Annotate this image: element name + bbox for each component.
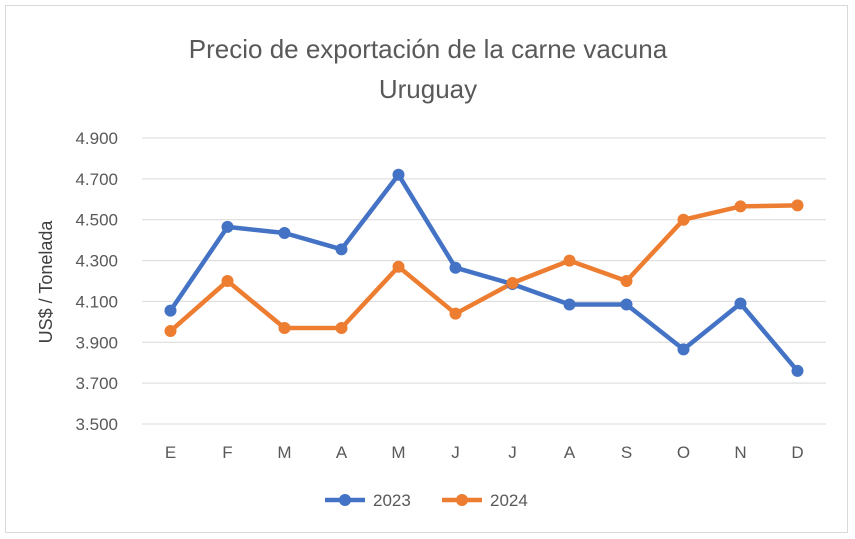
x-tick-label: M (391, 443, 405, 462)
x-tick-label: J (451, 443, 460, 462)
y-tick-label: 4.300 (75, 252, 118, 271)
chart-frame (5, 5, 848, 533)
y-tick-labels: 3.500 3.700 3.900 4.100 4.300 4.500 4.700 4.900 (75, 129, 118, 434)
data-point-2024-M (392, 260, 405, 273)
legend-marker-2023 (339, 494, 351, 506)
data-point-2023-A (335, 243, 348, 256)
y-tick-label: 3.700 (75, 374, 118, 393)
x-tick-label: A (336, 443, 348, 462)
data-point-2023-E (164, 304, 177, 317)
gridlines (142, 137, 826, 425)
data-point-2024-D (791, 199, 804, 212)
data-point-2024-A (335, 321, 348, 334)
data-point-2024-J (506, 277, 519, 290)
x-tick-label: O (677, 443, 690, 462)
data-point-2024-O (677, 213, 690, 226)
data-point-2023-S (620, 298, 633, 311)
series-points (164, 168, 804, 377)
legend-label-2023: 2023 (373, 491, 411, 510)
data-point-2024-F (221, 275, 234, 287)
series-lines (168, 172, 800, 374)
data-point-2024-A (563, 254, 576, 267)
data-point-2024-E (164, 325, 177, 338)
y-tick-label: 4.500 (75, 211, 118, 230)
chart-title-line2: Uruguay (379, 74, 477, 104)
series-line-2024 (168, 203, 800, 334)
x-tick-label: J (508, 443, 517, 462)
legend-label-2024: 2024 (490, 491, 528, 510)
data-point-2024-S (620, 275, 633, 287)
data-point-2023-F (221, 220, 234, 233)
x-tick-label: M (277, 443, 291, 462)
data-point-2023-N (734, 297, 747, 310)
y-tick-label: 3.500 (75, 415, 118, 434)
data-point-2024-M (278, 321, 291, 334)
y-tick-label: 4.700 (75, 170, 118, 189)
x-tick-label: A (564, 443, 576, 462)
series-line-2023 (168, 172, 800, 374)
y-tick-label: 4.100 (75, 292, 118, 311)
data-point-2023-O (677, 343, 690, 356)
data-point-2023-M (278, 226, 291, 239)
x-tick-label: D (791, 443, 803, 462)
x-tick-label: F (222, 443, 232, 462)
data-point-2023-J (449, 261, 462, 274)
legend: 2023 2024 (325, 491, 528, 510)
data-point-2024-J (449, 307, 462, 320)
data-point-2024-N (734, 200, 747, 213)
y-tick-label: 3.900 (75, 333, 118, 352)
y-axis-label: US$ / Tonelada (36, 220, 56, 344)
data-point-2023-D (791, 364, 804, 377)
x-tick-label: N (734, 443, 746, 462)
x-tick-label: S (621, 443, 632, 462)
legend-marker-2024 (456, 494, 468, 506)
x-tick-label: E (165, 443, 176, 462)
chart-title-line1: Precio de exportación de la carne vacuna (189, 34, 668, 64)
data-point-2023-A (563, 298, 576, 311)
data-point-2023-M (392, 168, 405, 181)
y-tick-label: 4.900 (75, 129, 118, 148)
